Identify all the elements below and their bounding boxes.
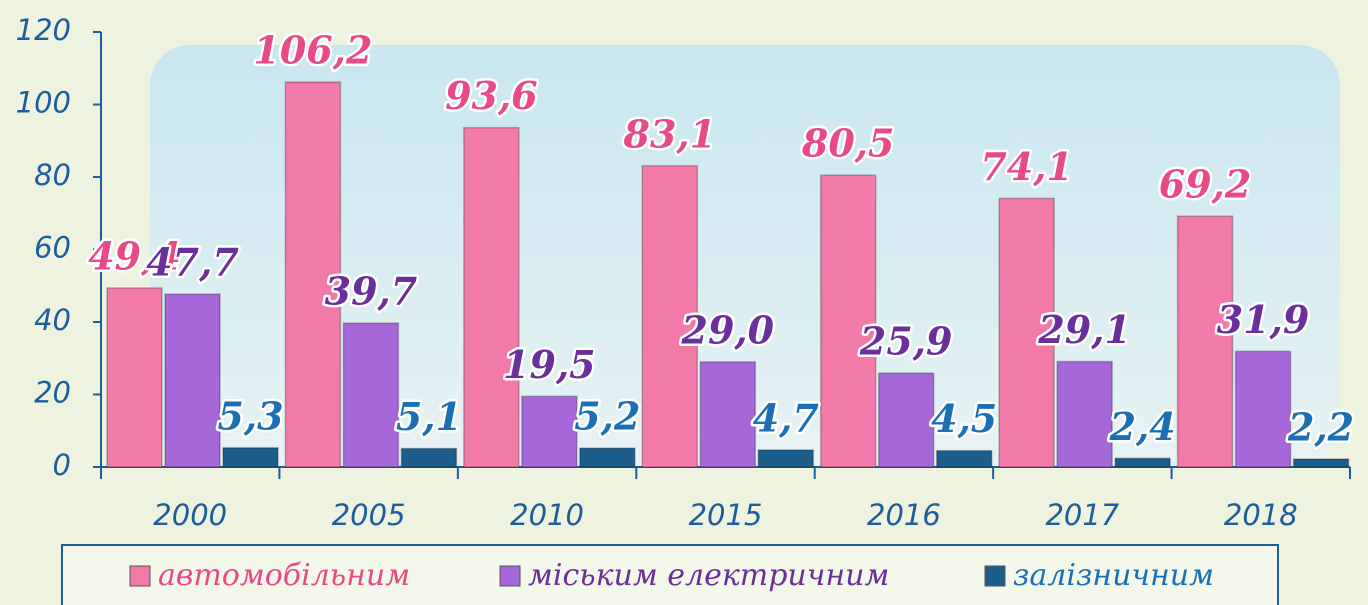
bar <box>1292 458 1350 468</box>
value-label: 74,1 <box>980 144 1073 189</box>
bar <box>164 293 221 468</box>
x-tick-label: 2010 <box>510 498 584 532</box>
bar <box>284 81 342 468</box>
legend-swatch <box>499 565 521 587</box>
x-tick-label: 2016 <box>867 498 941 532</box>
bar <box>641 165 699 468</box>
legend-label: залізничним <box>1013 558 1214 593</box>
bar <box>1056 360 1113 468</box>
bar <box>342 322 400 468</box>
value-label: 19,5 <box>503 342 596 387</box>
bar <box>699 361 757 468</box>
bar <box>877 372 935 468</box>
bar <box>1176 215 1234 468</box>
bar <box>757 449 815 468</box>
value-label: 47,7 <box>146 240 239 285</box>
bar <box>521 395 578 468</box>
value-label: 29,0 <box>681 307 775 352</box>
value-label: 4,7 <box>753 395 819 440</box>
bar <box>1114 457 1171 468</box>
bar <box>998 197 1055 468</box>
bar <box>1234 350 1292 468</box>
value-label: 69,2 <box>1159 162 1252 207</box>
x-tick-label: 2000 <box>153 498 227 532</box>
y-tick-label: 40 <box>34 303 71 337</box>
legend-label: автомобільним <box>158 558 410 593</box>
bar <box>106 287 163 468</box>
x-tick-label: 2017 <box>1045 498 1119 532</box>
x-tick-label: 2005 <box>332 498 406 532</box>
y-tick-label: 60 <box>34 231 71 265</box>
value-label: 5,2 <box>574 394 640 439</box>
value-label: 93,6 <box>445 73 538 118</box>
value-label: 5,1 <box>396 394 462 439</box>
value-label: 2,4 <box>1109 404 1176 449</box>
bar <box>819 174 877 468</box>
bar <box>579 447 636 468</box>
bar <box>222 447 279 468</box>
bar <box>463 126 520 468</box>
value-label: 39,7 <box>325 269 418 314</box>
value-label: 31,9 <box>1217 297 1310 342</box>
value-label: 5,3 <box>217 393 283 438</box>
value-label: 29,1 <box>1037 307 1131 352</box>
value-label: 25,9 <box>859 319 953 364</box>
bar <box>400 447 458 468</box>
value-label: 83,1 <box>623 111 717 156</box>
value-label: 4,5 <box>931 396 997 441</box>
y-tick-label: 20 <box>34 376 71 410</box>
legend-swatch <box>129 565 151 587</box>
x-tick-label: 2018 <box>1224 498 1298 532</box>
value-label: 80,5 <box>801 121 895 166</box>
legend-box <box>61 544 1279 605</box>
bar <box>935 449 993 468</box>
value-label: 49,4 <box>88 233 181 278</box>
value-label: 2,2 <box>1287 405 1354 450</box>
y-tick-label: 100 <box>16 86 71 120</box>
legend-swatch <box>984 565 1006 587</box>
value-label: 106,2 <box>253 28 372 73</box>
legend-label: міським електричним <box>528 558 889 593</box>
y-tick-label: 80 <box>34 158 71 192</box>
y-tick-label: 120 <box>16 13 71 47</box>
y-tick-label: 0 <box>53 448 71 482</box>
x-tick-label: 2015 <box>689 498 763 532</box>
